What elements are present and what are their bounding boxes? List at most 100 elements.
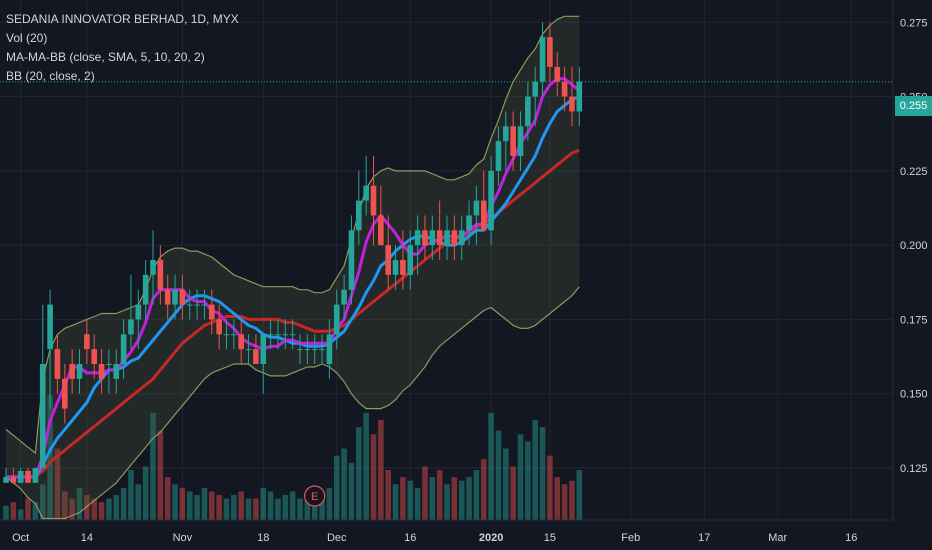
volume-bar bbox=[400, 477, 406, 520]
y-tick-label: 0.175 bbox=[900, 314, 928, 326]
candle-body bbox=[414, 230, 421, 246]
candle-body bbox=[84, 334, 90, 350]
candle-body bbox=[113, 364, 120, 379]
candle-body bbox=[473, 200, 480, 216]
candle-body bbox=[363, 185, 369, 201]
candle-body bbox=[150, 260, 156, 275]
volume-bar bbox=[128, 470, 134, 520]
candle-body bbox=[54, 349, 61, 379]
candle-body bbox=[517, 126, 524, 156]
candle-body bbox=[444, 230, 450, 246]
legend-bb[interactable]: BB (20, close, 2) bbox=[6, 69, 95, 83]
candle-body bbox=[400, 260, 406, 275]
candle-body bbox=[106, 364, 112, 365]
candle-body bbox=[267, 334, 274, 336]
candle-body bbox=[172, 289, 178, 305]
candle-body bbox=[10, 476, 17, 483]
candle-body bbox=[539, 37, 546, 82]
volume-bar bbox=[554, 477, 561, 520]
candle-body bbox=[576, 81, 583, 112]
candle-body bbox=[341, 289, 347, 305]
candle-body bbox=[304, 349, 311, 351]
volume-bar bbox=[348, 462, 355, 520]
volume-bar bbox=[142, 466, 149, 520]
x-tick-label: 17 bbox=[698, 532, 710, 544]
x-tick-label: 2020 bbox=[479, 532, 503, 544]
volume-bar bbox=[179, 487, 186, 520]
volume-bar bbox=[458, 480, 465, 520]
volume-bar bbox=[503, 448, 509, 520]
volume-bar bbox=[69, 498, 75, 520]
legend-symbol[interactable]: SEDANIA INNOVATOR BERHAD, 1D, MYX bbox=[6, 12, 239, 26]
candle-body bbox=[32, 468, 39, 483]
legend-ma[interactable]: MA-MA-BB (close, SMA, 5, 10, 20, 2) bbox=[6, 50, 205, 64]
candle-body bbox=[429, 230, 436, 246]
volume-bar bbox=[392, 484, 399, 520]
candle-body bbox=[311, 349, 318, 351]
candle-body bbox=[62, 378, 68, 409]
volume-bar bbox=[473, 470, 480, 520]
candle-body bbox=[76, 364, 83, 379]
volume-bars bbox=[3, 395, 583, 520]
candle-body bbox=[238, 334, 244, 350]
candle-body bbox=[370, 185, 377, 216]
candle-body bbox=[451, 230, 458, 246]
chart-legend: SEDANIA INNOVATOR BERHAD, 1D, MYX Vol (2… bbox=[6, 10, 239, 86]
x-tick-label: Dec bbox=[327, 532, 347, 544]
candle-body bbox=[319, 349, 325, 351]
volume-bar bbox=[3, 505, 9, 520]
volume-bar bbox=[370, 434, 377, 520]
candle-body bbox=[179, 289, 186, 305]
volume-bar bbox=[407, 480, 414, 520]
volume-bar bbox=[245, 498, 252, 520]
bb-fill bbox=[6, 16, 580, 519]
volume-bar bbox=[363, 412, 369, 520]
volume-bar bbox=[451, 477, 458, 520]
candle-body bbox=[231, 334, 237, 336]
volume-bar bbox=[356, 427, 362, 520]
legend-volume[interactable]: Vol (20) bbox=[6, 31, 48, 45]
candle-body bbox=[216, 319, 222, 335]
volume-bar bbox=[223, 498, 230, 520]
earnings-marker[interactable]: E bbox=[304, 485, 326, 507]
earnings-circle[interactable] bbox=[304, 485, 326, 507]
candle-body bbox=[245, 349, 252, 351]
volume-bar bbox=[106, 498, 112, 520]
candle-body bbox=[297, 349, 303, 351]
volume-bar bbox=[378, 420, 384, 520]
volume-bar bbox=[201, 487, 208, 520]
volume-bar bbox=[561, 484, 568, 520]
x-tick-label: 16 bbox=[404, 532, 416, 544]
candle-body bbox=[378, 215, 384, 246]
candle-body bbox=[488, 170, 494, 231]
candle-body bbox=[260, 334, 267, 364]
candle-body bbox=[194, 304, 200, 306]
grid bbox=[0, 0, 893, 520]
volume-bar bbox=[289, 491, 296, 520]
volume-bar bbox=[525, 441, 531, 520]
candle-body bbox=[201, 304, 208, 306]
y-tick-label: 0.225 bbox=[900, 166, 928, 178]
x-tick-label: 15 bbox=[544, 532, 556, 544]
candle-body bbox=[275, 334, 281, 336]
candle-body bbox=[503, 126, 509, 142]
volume-bar bbox=[25, 498, 31, 520]
last-price-tag: 0.255 bbox=[895, 96, 932, 116]
candle-body bbox=[142, 274, 149, 305]
volume-bar bbox=[253, 498, 259, 520]
volume-bar bbox=[414, 487, 421, 520]
x-tick-label: Oct bbox=[12, 532, 29, 544]
candle-body bbox=[422, 230, 428, 246]
candle-body bbox=[326, 334, 333, 364]
volume-bar bbox=[113, 495, 120, 520]
candle-body bbox=[385, 245, 391, 275]
candle-body bbox=[554, 66, 561, 82]
y-tick-label: 0.150 bbox=[900, 389, 928, 401]
candle-body bbox=[47, 304, 53, 350]
volume-bar bbox=[32, 502, 39, 520]
candle-body bbox=[510, 126, 516, 156]
volume-bar bbox=[91, 498, 97, 520]
candle-body bbox=[91, 349, 97, 364]
